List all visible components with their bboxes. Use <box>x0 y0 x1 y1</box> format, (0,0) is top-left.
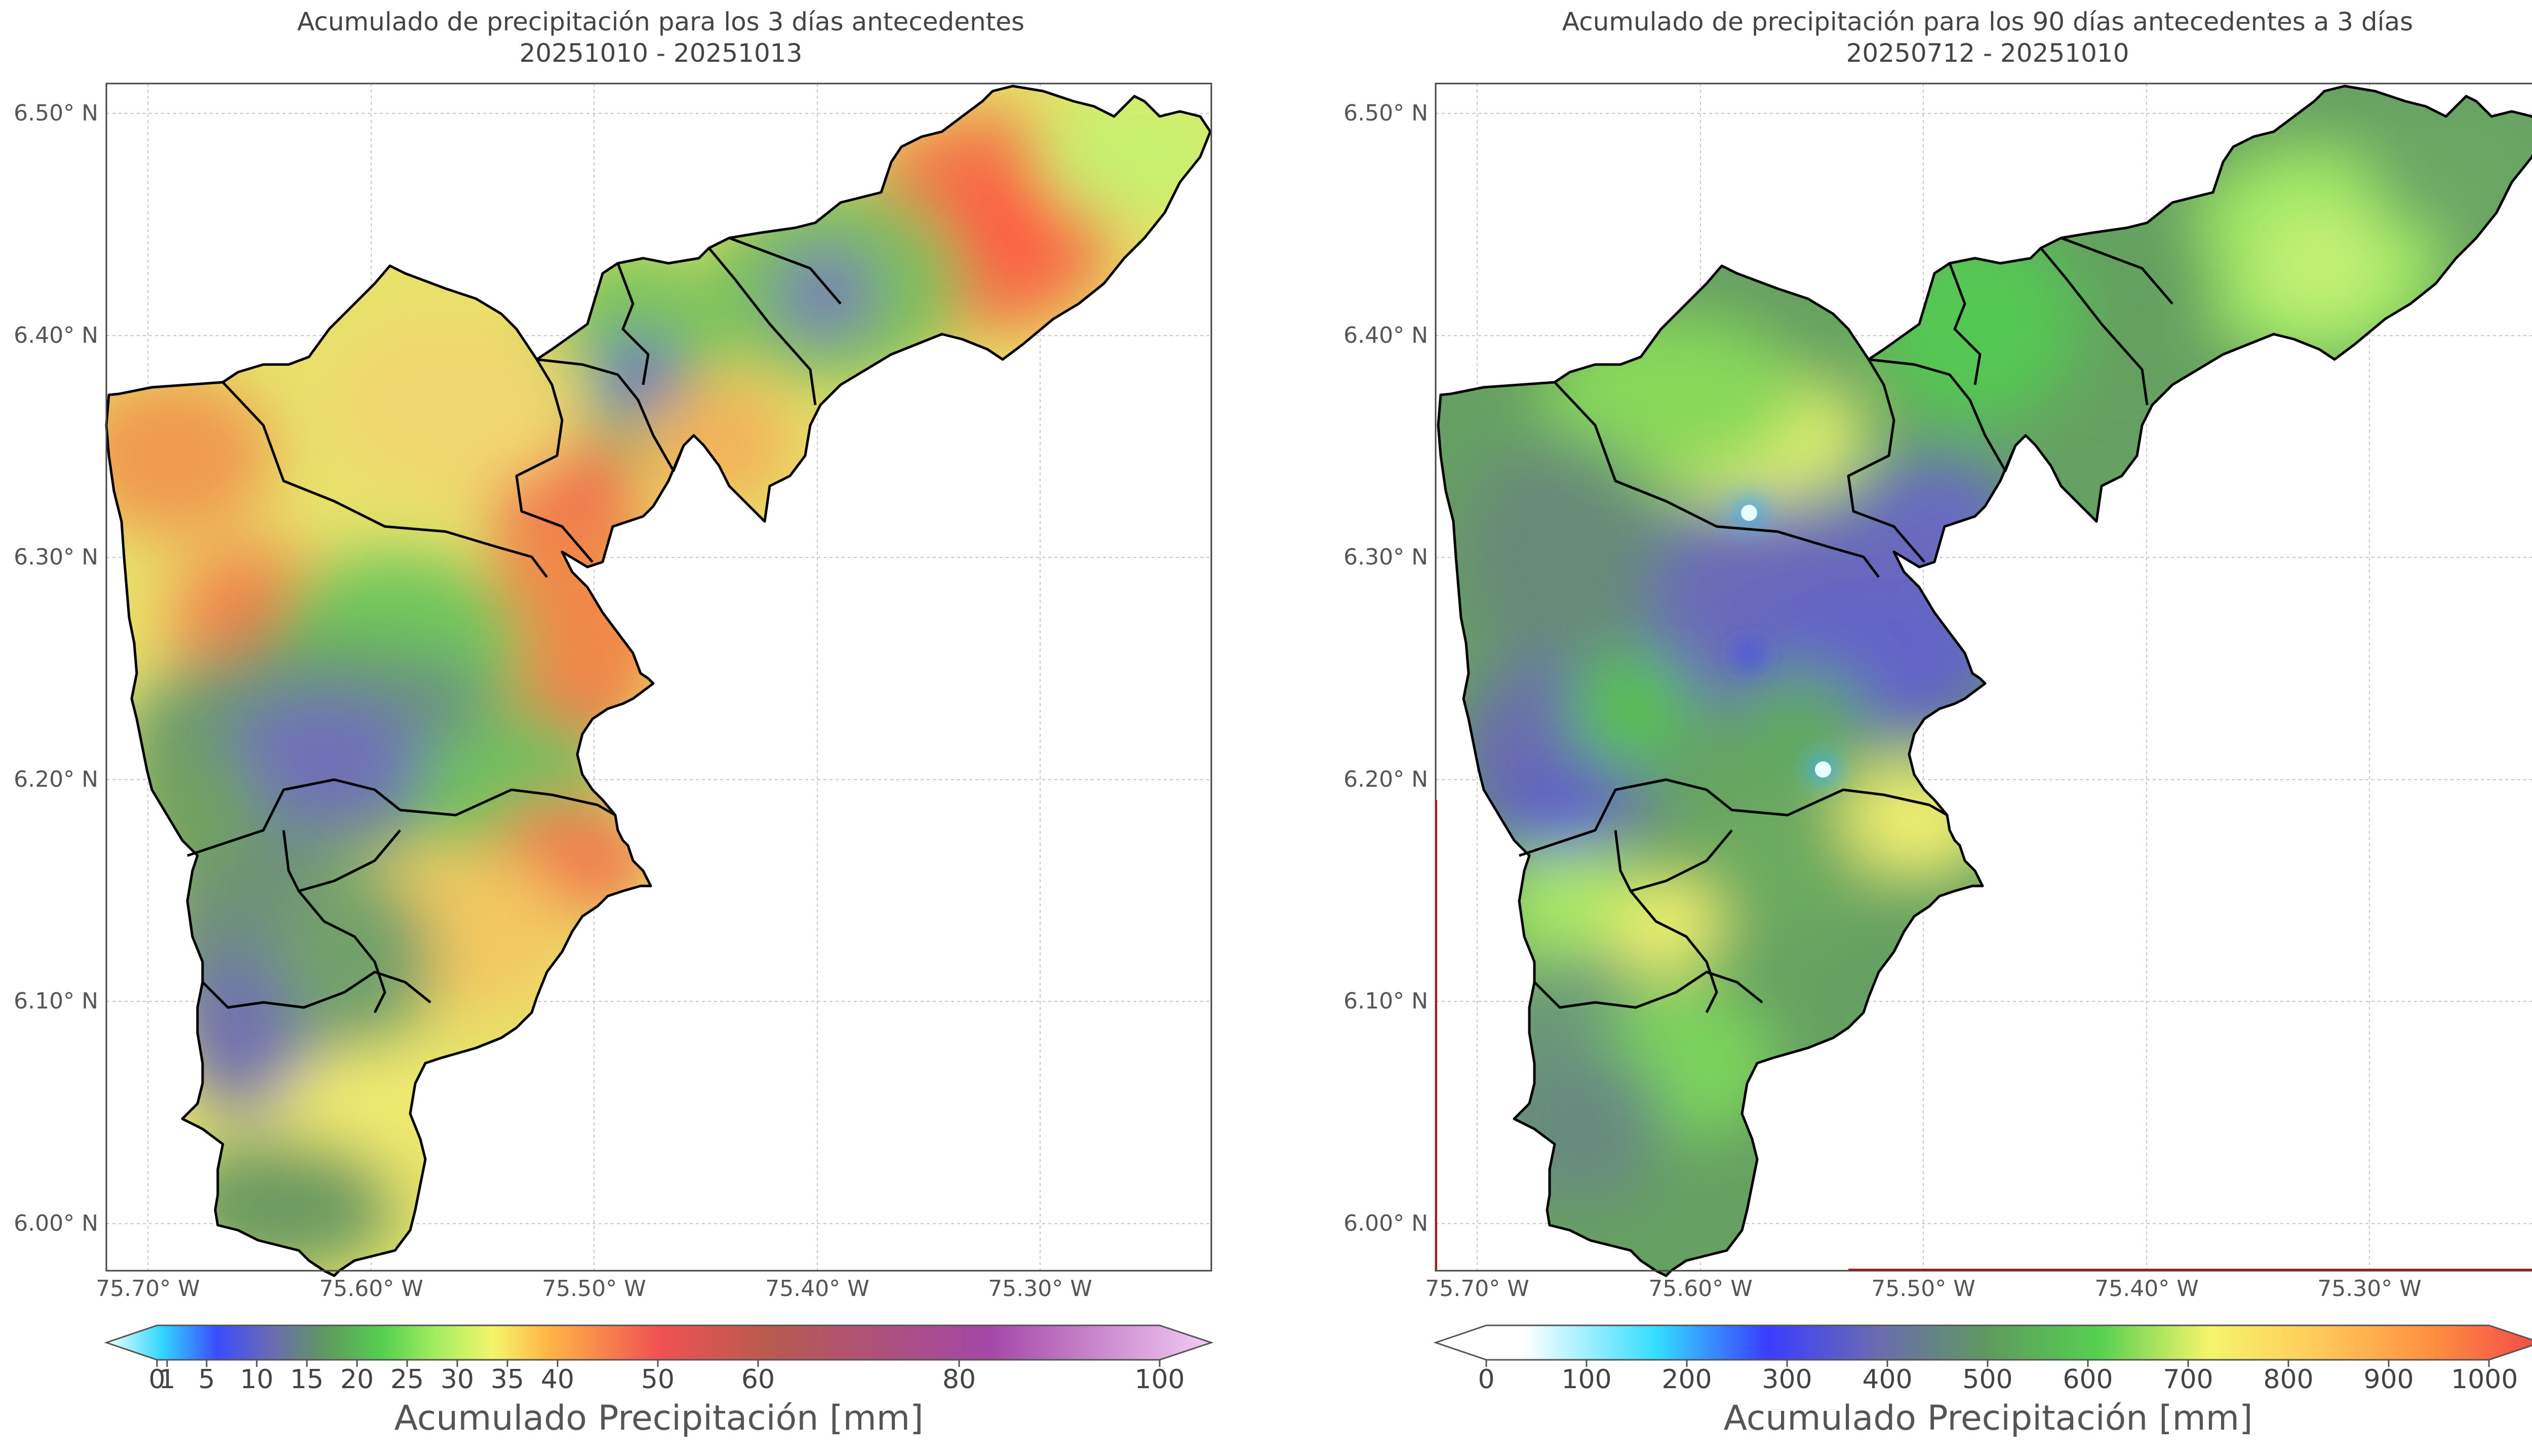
left-cb-tick: 50 <box>641 1364 675 1395</box>
right-map-title: Acumulado de precipitación para los 90 d… <box>1433 6 2532 69</box>
left-lat-tick: 6.30° N <box>14 544 98 570</box>
right-cb-tick: 1000 <box>2451 1364 2518 1395</box>
right-outline <box>1437 85 2532 1277</box>
right-cb-tick: 800 <box>2263 1364 2314 1395</box>
right-lat-tick: 6.30° N <box>1343 544 1428 570</box>
right-lon-tick: 75.30° W <box>2317 1276 2422 1302</box>
right-lat-tick: 6.50° N <box>1343 100 1428 126</box>
right-cb-tick: 900 <box>2363 1364 2414 1395</box>
left-cb-tick: 30 <box>440 1364 474 1395</box>
right-lon-tick: 75.40° W <box>2094 1276 2199 1302</box>
right-lat-tick: 6.40° N <box>1343 322 1428 348</box>
left-cb-tick: 60 <box>741 1364 775 1395</box>
right-cb-tick: 200 <box>1661 1364 1712 1395</box>
left-cb-tick: 25 <box>390 1364 424 1395</box>
left-cb-tick: 40 <box>540 1364 575 1395</box>
right-lon-tick: 75.60° W <box>1648 1276 1753 1302</box>
right-title-line1: Acumulado de precipitación para los 90 d… <box>1562 7 2414 36</box>
left-lat-tick: 6.40° N <box>14 322 98 348</box>
right-cb-tick: 600 <box>2063 1364 2113 1395</box>
left-title-line2: 20251010 - 20251013 <box>519 38 803 68</box>
left-lat-tick: 6.10° N <box>14 988 98 1014</box>
left-boundaries <box>106 86 1210 1276</box>
left-cb-tick: 5 <box>198 1364 215 1395</box>
left-lon-tick: 75.60° W <box>319 1276 423 1302</box>
right-colorbar-label: Acumulado Precipitación [mm] <box>1723 1398 2253 1438</box>
right-cb-tick: 500 <box>1962 1364 2013 1395</box>
right-cb-tick: 700 <box>2163 1364 2213 1395</box>
left-cb-tick: 10 <box>240 1364 274 1395</box>
right-lon-tick: 75.70° W <box>1425 1276 1529 1302</box>
left-cb-tick: 0 <box>148 1364 166 1395</box>
left-lon-tick: 75.30° W <box>988 1276 1092 1302</box>
right-title-line2: 20250712 - 20251010 <box>1846 38 2129 68</box>
left-cb-tick: 15 <box>290 1364 324 1395</box>
right-cb-tick: 0 <box>1478 1364 1495 1395</box>
left-map-title: Acumulado de precipitación para los 3 dí… <box>106 6 1215 69</box>
left-lat-tick: 6.20° N <box>14 766 98 792</box>
left-map-frame <box>105 83 1212 1272</box>
left-lat-tick: 6.00° N <box>14 1210 98 1236</box>
right-cb-tick: 100 <box>1561 1364 1612 1395</box>
right-cb-tick: 400 <box>1862 1364 1913 1395</box>
left-cb-tick: 1 <box>159 1364 176 1395</box>
left-cb-tick: 80 <box>942 1364 976 1395</box>
left-lon-tick: 75.70° W <box>96 1276 200 1302</box>
left-cb-tick: 100 <box>1134 1364 1185 1395</box>
left-lat-tick: 6.50° N <box>14 100 98 126</box>
right-cb-tick: 300 <box>1762 1364 1812 1395</box>
left-colorbar-label: Acumulado Precipitación [mm] <box>394 1398 924 1438</box>
left-cb-tick: 35 <box>490 1364 525 1395</box>
right-boundaries <box>1519 236 2173 1014</box>
left-lon-tick: 75.40° W <box>765 1276 869 1302</box>
right-lat-tick: 6.10° N <box>1343 988 1428 1014</box>
left-cb-tick: 20 <box>340 1364 374 1395</box>
right-lon-tick: 75.50° W <box>1871 1276 1975 1302</box>
right-lat-tick: 6.00° N <box>1343 1210 1428 1236</box>
left-lon-tick: 75.50° W <box>542 1276 646 1302</box>
left-title-line1: Acumulado de precipitación para los 3 dí… <box>297 7 1025 36</box>
right-lat-tick: 6.20° N <box>1343 766 1428 792</box>
